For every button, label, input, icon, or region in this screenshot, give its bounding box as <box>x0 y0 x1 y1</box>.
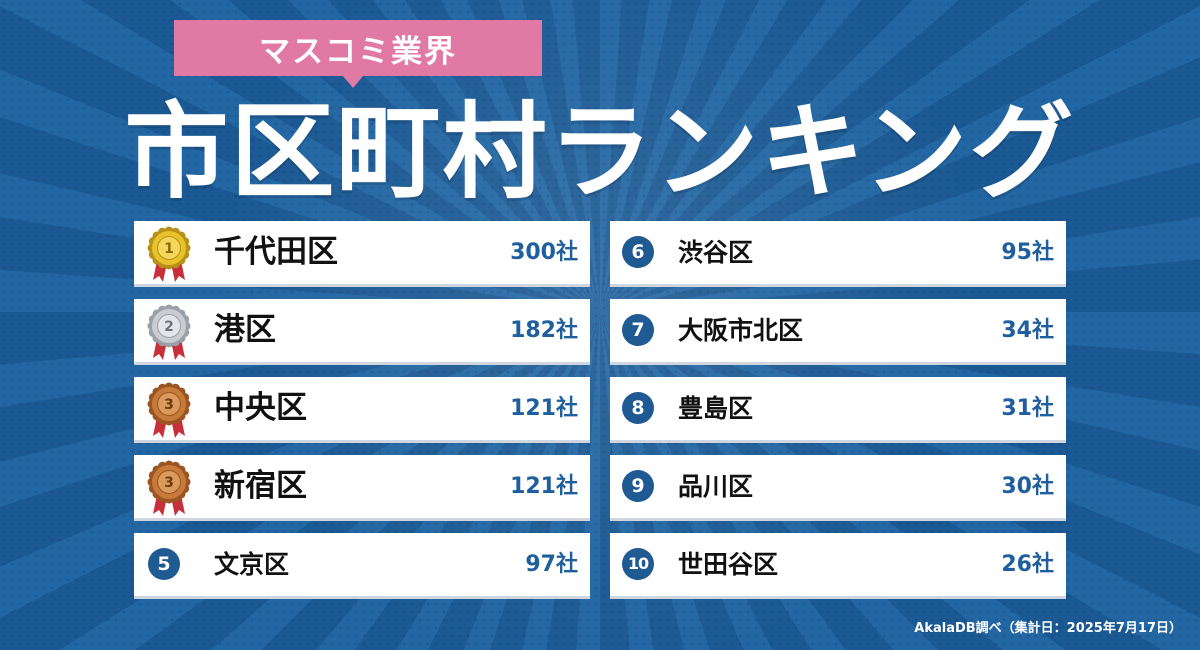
rank-number-badge: 9 <box>622 470 654 502</box>
rank-number-badge: 6 <box>622 236 654 268</box>
ranking-name: 世田谷区 <box>678 550 779 579</box>
ranking-name: 千代田区 <box>214 234 338 270</box>
medal-rank-number: 1 <box>164 241 174 257</box>
ranking-name: 中央区 <box>214 390 307 426</box>
rank-number-badge: 10 <box>622 548 654 580</box>
ranking-row: 5 文京区 97社 <box>134 533 590 599</box>
medal-rank-number: 3 <box>164 397 174 413</box>
ranking-count: 300社 <box>510 240 578 265</box>
ranking-count: 26社 <box>1001 552 1054 577</box>
ranking-column-right: 6 渋谷区 95社 7 大阪市北区 34社 8 豊島区 31社 9 品川区 30… <box>610 221 1066 611</box>
rank-number-badge: 5 <box>148 548 180 580</box>
ranking-count: 121社 <box>510 396 578 421</box>
ranking-name: 渋谷区 <box>678 238 754 267</box>
rank-number-badge: 7 <box>622 314 654 346</box>
ranking-name: 豊島区 <box>678 394 754 423</box>
bronze-medal-icon: 3 <box>144 460 194 518</box>
ranking-count: 95社 <box>1001 240 1054 265</box>
ranking-count: 31社 <box>1001 396 1054 421</box>
ranking-row: 9 品川区 30社 <box>610 455 1066 521</box>
ranking-count: 182社 <box>510 318 578 343</box>
category-tag-pointer <box>343 76 363 88</box>
ranking-row: 1 千代田区 300社 <box>134 221 590 287</box>
medal-rank-number: 3 <box>164 475 174 491</box>
ranking-row: 3 新宿区 121社 <box>134 455 590 521</box>
ranking-count: 30社 <box>1001 474 1054 499</box>
ranking-count: 121社 <box>510 474 578 499</box>
ranking-name: 大阪市北区 <box>678 316 804 345</box>
ranking-column-left: 1 千代田区 300社 2 港区 182社 3 中央区 121社 3 新宿区 1… <box>134 221 590 611</box>
ranking-count: 97社 <box>525 552 578 577</box>
source-credit: AkalaDB調べ（集計日：2025年7月17日） <box>914 621 1182 636</box>
gold-medal-icon: 1 <box>144 226 194 284</box>
category-tag: マスコミ業界 <box>174 20 542 76</box>
medal-rank-number: 2 <box>164 319 174 335</box>
ranking-row: 10 世田谷区 26社 <box>610 533 1066 599</box>
ranking-row: 3 中央区 121社 <box>134 377 590 443</box>
ranking-name: 文京区 <box>214 550 290 579</box>
bronze-medal-icon: 3 <box>144 382 194 440</box>
silver-medal-icon: 2 <box>144 304 194 362</box>
ranking-row: 8 豊島区 31社 <box>610 377 1066 443</box>
ranking-name: 港区 <box>214 312 276 348</box>
ranking-row: 6 渋谷区 95社 <box>610 221 1066 287</box>
ranking-row: 7 大阪市北区 34社 <box>610 299 1066 365</box>
ranking-row: 2 港区 182社 <box>134 299 590 365</box>
page-title: 市区町村ランキング <box>124 91 1076 213</box>
ranking-count: 34社 <box>1001 318 1054 343</box>
ranking-name: 品川区 <box>678 472 754 501</box>
ranking-name: 新宿区 <box>214 468 307 504</box>
rank-number-badge: 8 <box>622 392 654 424</box>
